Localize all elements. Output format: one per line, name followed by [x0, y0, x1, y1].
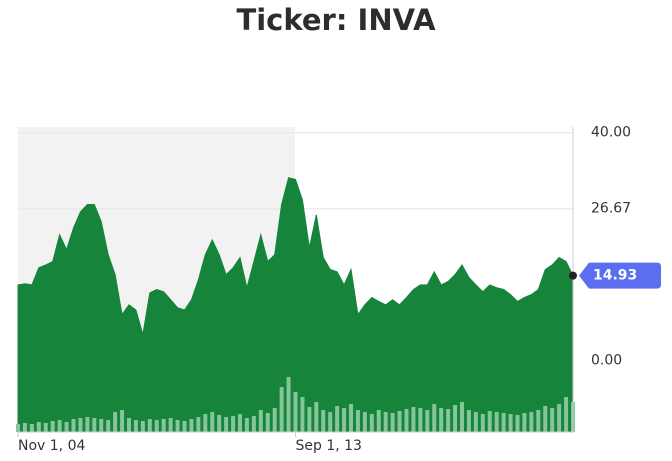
volume-bar [293, 392, 298, 432]
last-value-badge [579, 262, 661, 289]
volume-bar [85, 417, 90, 432]
volume-bar [487, 411, 492, 432]
volume-bar [453, 405, 458, 432]
volume-bar [418, 408, 423, 432]
volume-bar [425, 410, 430, 432]
volume-bar [466, 410, 471, 432]
volume-bar [147, 419, 152, 432]
volume-bar [550, 408, 555, 432]
volume-bar [522, 413, 527, 432]
volume-bar [376, 410, 381, 432]
chart-title: Ticker: INVA [236, 3, 436, 37]
volume-bar [564, 397, 569, 432]
volume-bar [29, 424, 34, 432]
last-point [569, 271, 577, 280]
volume-bar [251, 416, 256, 432]
volume-bar [411, 407, 416, 432]
y-tick-label: 40.00 [591, 125, 631, 141]
volume-bar [536, 410, 541, 432]
volume-bar [397, 411, 402, 432]
volume-bar [182, 421, 187, 432]
volume-bar [355, 410, 360, 432]
volume-bar [349, 404, 353, 432]
y-tick-label: 26.67 [591, 201, 631, 217]
volume-bar [321, 410, 326, 432]
volume-bar [133, 420, 138, 432]
y-tick-label: 0.00 [591, 353, 622, 369]
volume-bar [300, 397, 305, 432]
volume-bar [50, 421, 55, 432]
x-tick-label: Sep 1, 13 [296, 438, 362, 454]
volume-bar [473, 412, 478, 432]
volume-bar [175, 420, 180, 432]
volume-bar [258, 410, 263, 432]
volume-bar [279, 387, 284, 432]
price-area [17, 177, 574, 433]
volume-bar [369, 414, 374, 432]
volume-bar [203, 414, 208, 432]
volume-bar [43, 423, 48, 432]
volume-bar [307, 407, 312, 432]
volume-bar [57, 420, 62, 432]
volume-bar [224, 417, 229, 432]
volume-bar [557, 404, 562, 432]
volume-bar [127, 418, 131, 432]
volume-bar [529, 412, 534, 432]
volume-bar [244, 418, 249, 432]
volume-bar [390, 413, 395, 432]
volume-bar [196, 417, 201, 432]
volume-bar [328, 412, 333, 432]
volume-bar [16, 424, 20, 432]
volume-bar [272, 408, 277, 432]
volume-bar [210, 412, 215, 432]
x-tick-label: Nov 1, 04 [18, 438, 85, 454]
volume-bar [36, 422, 41, 432]
volume-bar [362, 412, 367, 432]
volume-bar [335, 406, 340, 432]
volume-bar [168, 418, 173, 432]
volume-bar [404, 409, 409, 432]
volume-bar [71, 419, 76, 432]
volume-bar [446, 409, 451, 432]
volume-bar [92, 418, 97, 432]
volume-bar [238, 414, 242, 432]
volume-bar [64, 422, 69, 432]
volume-bar [113, 412, 118, 432]
volume-bar [543, 406, 548, 432]
volume-bar [120, 410, 125, 432]
volume-bar [265, 413, 270, 432]
volume-bar [494, 412, 499, 432]
volume-bar [22, 423, 27, 432]
volume-bar [106, 420, 111, 432]
volume-bar [154, 420, 159, 432]
volume-bar [78, 418, 83, 432]
volume-bar [432, 404, 437, 432]
volume-bar [480, 414, 485, 432]
volume-bar [314, 402, 319, 432]
volume-bar [439, 408, 444, 432]
volume-bar [140, 421, 145, 432]
volume-bar [515, 415, 520, 432]
last-value-label: 14.93 [593, 268, 637, 284]
volume-bar [501, 413, 506, 432]
volume-bar [460, 402, 464, 432]
volume-bar [231, 416, 236, 432]
volume-bar [508, 414, 513, 432]
volume-bar [342, 408, 347, 432]
volume-bar [286, 377, 291, 432]
volume-bar [161, 419, 166, 432]
volume-bar [99, 419, 104, 432]
volume-bar [217, 415, 222, 432]
volume-bar [383, 412, 388, 432]
volume-bar [189, 419, 194, 432]
